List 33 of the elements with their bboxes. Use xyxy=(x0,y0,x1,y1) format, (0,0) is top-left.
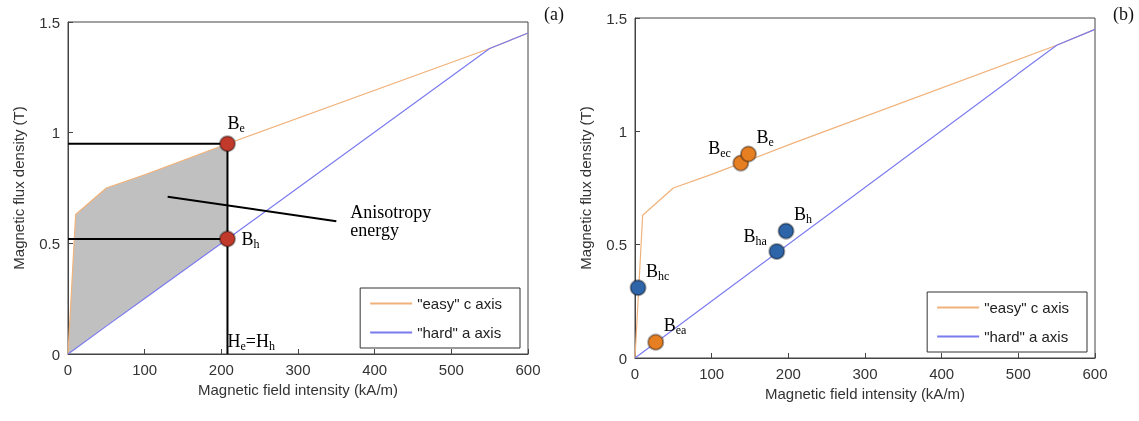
x-tick-label: 600 xyxy=(515,361,541,378)
legend-label: "hard" a axis xyxy=(417,324,502,341)
x-tick-label: 600 xyxy=(1082,365,1108,382)
x-tick-label: 500 xyxy=(1005,365,1031,382)
x-tick-label: 500 xyxy=(438,361,464,378)
x-tick-label: 300 xyxy=(285,361,311,378)
x-tick-label: 0 xyxy=(630,365,640,382)
annotation: Anisotropy energy xyxy=(350,202,436,241)
x-tick-label: 400 xyxy=(929,365,955,382)
y-tick-label: 1.5 xyxy=(39,13,60,31)
y-tick-label: 1 xyxy=(618,122,627,140)
y-tick-label: 0 xyxy=(618,349,627,367)
y-tick-label: 1 xyxy=(51,124,60,142)
y-tick-label: 0.5 xyxy=(39,234,60,252)
x-tick-label: 300 xyxy=(852,365,878,382)
chart-title: (a) xyxy=(544,4,565,25)
x-tick-label: 100 xyxy=(699,365,725,382)
x-tick-label: 100 xyxy=(132,361,158,378)
x-tick-label: 400 xyxy=(362,361,388,378)
x-tick-label: 200 xyxy=(775,365,801,382)
legend-label: "easy" c axis xyxy=(984,299,1069,316)
x-tick-label: 200 xyxy=(208,361,234,378)
y-axis-title: Magnetic flux density (T) xyxy=(577,106,594,270)
y-tick-label: 1.5 xyxy=(606,9,627,27)
legend-label: "easy" c axis xyxy=(417,295,502,312)
y-tick-label: 0.5 xyxy=(606,236,627,254)
legend-label: "hard" a axis xyxy=(984,328,1069,345)
chart-title: (b) xyxy=(1113,4,1135,25)
y-tick-label: 0 xyxy=(51,345,60,363)
x-axis-title: Magnetic field intensity (kA/m) xyxy=(764,385,966,402)
y-axis-title: Magnetic flux density (T) xyxy=(10,106,27,270)
x-tick-label: 0 xyxy=(63,361,73,378)
x-axis-title: Magnetic field intensity (kA/m) xyxy=(197,381,399,398)
